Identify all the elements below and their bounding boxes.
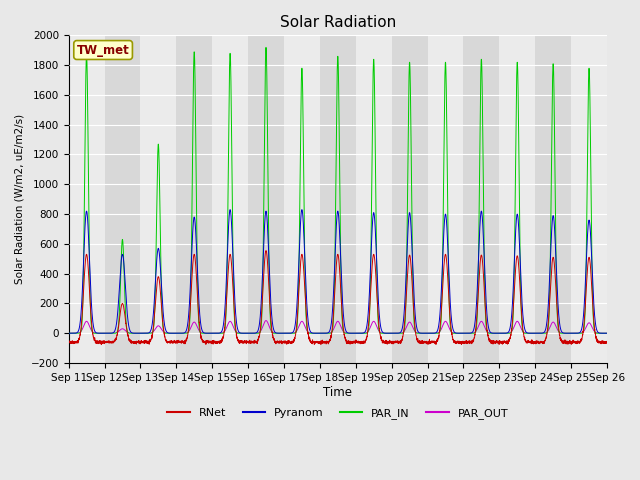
Legend: RNet, Pyranom, PAR_IN, PAR_OUT: RNet, Pyranom, PAR_IN, PAR_OUT (163, 403, 513, 423)
PAR_IN (262, 45, 270, 50)
PAR_IN (603, 330, 611, 336)
RNet (429, 339, 436, 345)
RNet (262, 248, 270, 253)
Bar (284, 36, 320, 363)
PAR_OUT (489, 330, 497, 336)
Text: TW_met: TW_met (77, 44, 129, 57)
PAR_IN (489, 330, 497, 336)
PAR_OUT (318, 330, 326, 336)
PAR_IN (65, 330, 72, 336)
Bar (535, 36, 571, 363)
Pyranom (65, 330, 72, 336)
PAR_OUT (162, 330, 170, 336)
RNet (318, 340, 326, 346)
PAR_OUT (603, 330, 611, 336)
Bar (392, 36, 428, 363)
X-axis label: Time: Time (323, 385, 352, 398)
RNet (603, 338, 611, 344)
PAR_OUT (262, 318, 270, 324)
PAR_OUT (603, 330, 611, 336)
PAR_IN (318, 330, 326, 336)
RNet (97, 342, 105, 348)
RNet (459, 340, 467, 346)
Pyranom (100, 330, 108, 336)
Line: Pyranom: Pyranom (68, 210, 607, 333)
Bar (320, 36, 356, 363)
RNet (489, 341, 497, 347)
RNet (65, 339, 72, 345)
Line: RNet: RNet (68, 251, 607, 345)
Pyranom (226, 207, 234, 213)
Pyranom (459, 330, 467, 336)
Bar (68, 36, 104, 363)
Pyranom (318, 330, 326, 336)
Pyranom (429, 330, 436, 336)
PAR_IN (603, 330, 611, 336)
Pyranom (603, 330, 611, 336)
Line: PAR_OUT: PAR_OUT (68, 321, 607, 333)
RNet (603, 339, 611, 345)
Bar (140, 36, 176, 363)
PAR_IN (459, 330, 467, 336)
PAR_OUT (429, 330, 436, 336)
Bar (248, 36, 284, 363)
Bar (571, 36, 607, 363)
Pyranom (603, 330, 611, 336)
Title: Solar Radiation: Solar Radiation (280, 15, 396, 30)
Bar (176, 36, 212, 363)
Bar (212, 36, 248, 363)
Bar (499, 36, 535, 363)
PAR_OUT (100, 330, 108, 336)
Bar (428, 36, 463, 363)
PAR_OUT (459, 330, 467, 336)
RNet (162, 336, 170, 342)
Bar (104, 36, 140, 363)
Bar (356, 36, 392, 363)
PAR_IN (429, 330, 436, 336)
Y-axis label: Solar Radiation (W/m2, uE/m2/s): Solar Radiation (W/m2, uE/m2/s) (15, 114, 25, 284)
PAR_IN (100, 330, 108, 336)
PAR_OUT (65, 330, 72, 336)
Pyranom (489, 330, 497, 336)
PAR_IN (162, 330, 170, 336)
Pyranom (162, 326, 170, 332)
Line: PAR_IN: PAR_IN (68, 48, 607, 333)
Bar (463, 36, 499, 363)
